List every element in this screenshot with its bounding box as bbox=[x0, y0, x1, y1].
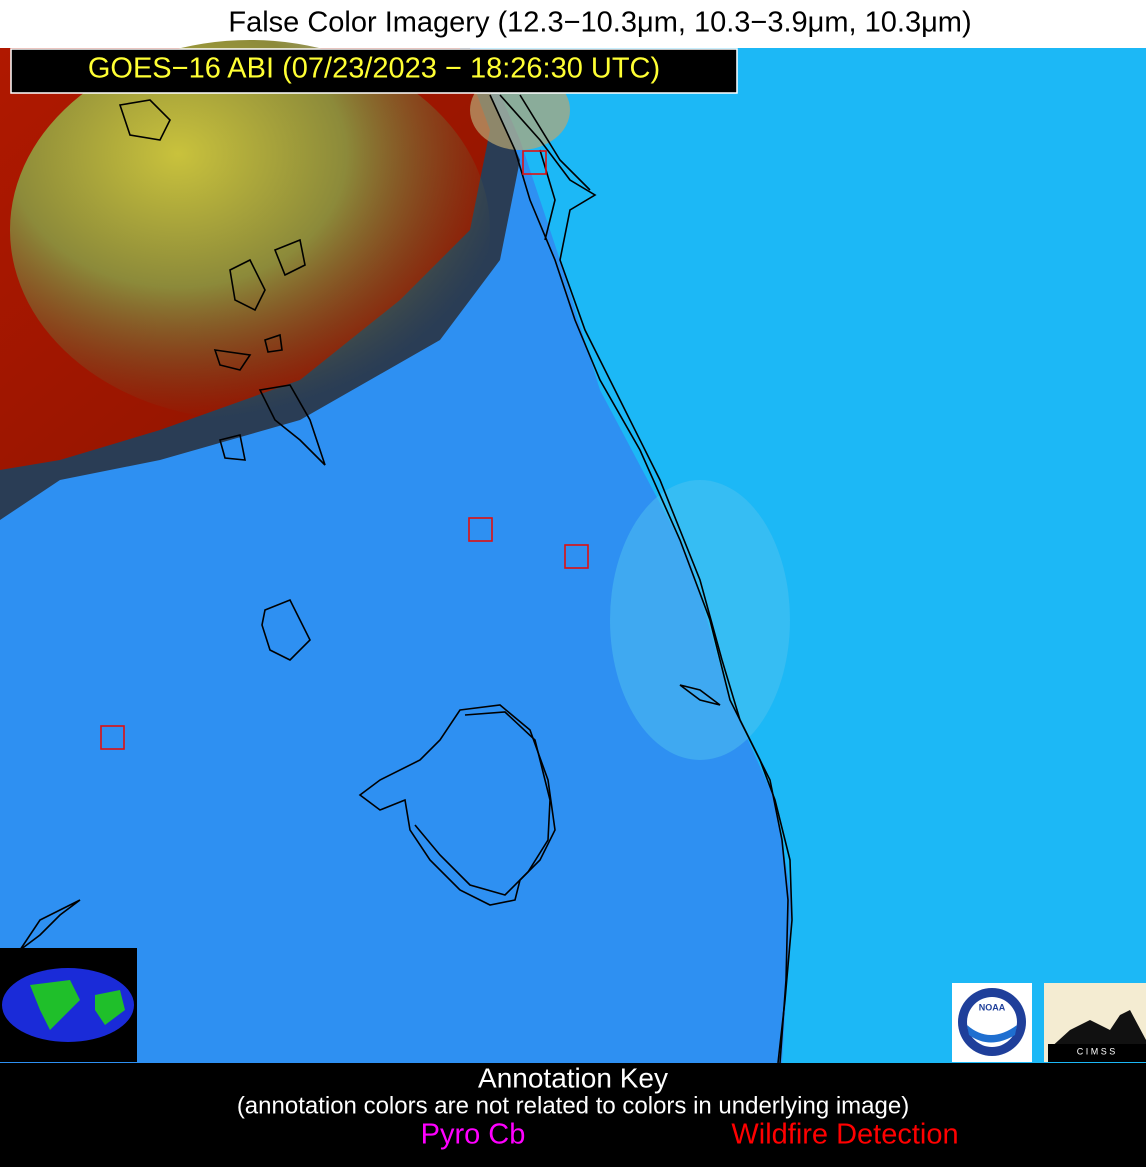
legend-item: Pyro Cb bbox=[421, 1119, 526, 1151]
title: False Color Imagery (12.3−10.3μm, 10.3−3… bbox=[228, 7, 971, 39]
logo-text: C I M S S bbox=[1077, 1046, 1116, 1056]
header-bg bbox=[0, 0, 1146, 48]
haze bbox=[610, 480, 790, 760]
legend-item: Wildfire Detection bbox=[731, 1119, 958, 1151]
legend-title: Annotation Key bbox=[478, 1062, 668, 1093]
logo-text: NOAA bbox=[979, 1002, 1006, 1012]
imagery bbox=[0, 40, 1146, 1063]
coastlines bbox=[19, 94, 793, 1064]
subtitle-box bbox=[10, 48, 738, 94]
fire-detections bbox=[100, 150, 589, 750]
footer-bg bbox=[0, 1063, 1146, 1167]
legend-note: (annotation colors are not related to co… bbox=[237, 1092, 909, 1119]
globe-inset bbox=[0, 948, 137, 1062]
noaa-logo: NOAA bbox=[952, 983, 1032, 1062]
subtitle: GOES−16 ABI (07/23/2023 − 18:26:30 UTC) bbox=[88, 53, 660, 85]
cimss-logo: C I M S S bbox=[1044, 983, 1146, 1062]
cloud bbox=[10, 40, 490, 420]
